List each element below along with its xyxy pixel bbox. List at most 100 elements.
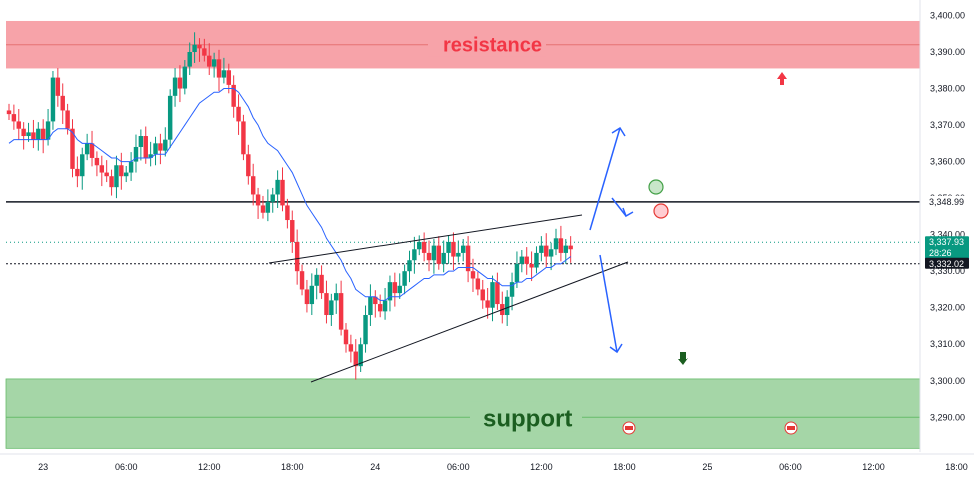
candle [407, 250, 412, 283]
candle [114, 155, 119, 199]
candle [250, 163, 256, 206]
candle [426, 240, 432, 272]
up-arrow-icon [777, 72, 787, 85]
x-tick-label: 18:00 [281, 462, 304, 472]
candle-body [436, 245, 442, 264]
candle [202, 38, 207, 62]
candle [123, 165, 129, 183]
candle-body [55, 77, 61, 96]
candle [392, 272, 398, 307]
candle [50, 71, 56, 130]
candle [353, 339, 358, 380]
candle [21, 122, 26, 150]
candle-body [109, 176, 114, 188]
projection-up-arrowhead [611, 126, 626, 137]
candle [319, 265, 324, 299]
candle-body [221, 70, 227, 78]
candle [314, 268, 319, 300]
candle [548, 242, 554, 271]
candle-body [539, 245, 544, 253]
candle-body [211, 59, 217, 67]
projection-down-line [599, 254, 618, 353]
candle [456, 240, 461, 263]
x-tick-label: 24 [370, 462, 380, 472]
candle-body [407, 260, 412, 272]
x-tick-label: 06:00 [779, 462, 802, 472]
dotted-level-tag-text: 3,332.02 [929, 259, 964, 269]
candle-body [114, 165, 119, 188]
candle [485, 287, 490, 319]
candle-body [153, 143, 158, 155]
candle [519, 249, 525, 273]
candle [133, 134, 139, 173]
candle-body [285, 205, 290, 221]
black-level-tag-text: 3,348.99 [929, 197, 964, 207]
candle [363, 305, 368, 353]
down-arrow-stem [680, 352, 686, 359]
candle [465, 236, 471, 283]
candle-body [133, 146, 139, 162]
candle-body [558, 238, 564, 253]
candle-body [16, 121, 21, 129]
overlay-layer [8, 72, 798, 435]
x-tick-label: 12:00 [198, 462, 221, 472]
candle-body [319, 274, 324, 294]
projection-up-line [589, 127, 621, 231]
candle-body [207, 55, 212, 67]
y-axis: 3,290.00 3,300.00 3,310.00 3,320.00 3,330.00… [919, 0, 965, 452]
candle [368, 284, 373, 326]
candle [55, 68, 61, 107]
candle [446, 235, 451, 264]
resistance-label: resistance [443, 35, 542, 57]
candle [524, 247, 529, 275]
candle [412, 236, 417, 274]
candle [534, 246, 539, 274]
candle-body [70, 128, 75, 169]
current-price-tag-bg [925, 236, 969, 259]
candle [568, 236, 573, 263]
candle [75, 156, 80, 188]
candle-body [402, 271, 407, 286]
candle-body [373, 296, 378, 305]
candle [373, 290, 378, 318]
candle-body [123, 172, 129, 177]
candle-body [465, 245, 471, 272]
candle-body [309, 285, 315, 305]
candle [104, 160, 109, 183]
candle-body [334, 293, 339, 301]
projection-down-arrowhead [609, 343, 623, 354]
candle-body [177, 77, 183, 89]
candle-body [94, 157, 100, 166]
candle-body [260, 205, 266, 213]
candle-body [182, 66, 188, 89]
candle-body [280, 179, 285, 206]
ema-line [8, 88, 571, 301]
candle [334, 283, 339, 314]
candle [377, 294, 383, 318]
candle-body [475, 278, 481, 290]
black-level-tag-bg [925, 195, 969, 207]
candle [397, 273, 402, 299]
candle-body [417, 241, 422, 250]
candle [163, 127, 168, 157]
candle-body [6, 110, 12, 115]
candle-body [460, 245, 466, 253]
candle [167, 89, 173, 149]
candle [475, 271, 481, 296]
candle-body [329, 300, 334, 316]
candle [119, 152, 124, 190]
candle [172, 68, 178, 107]
candle-body [421, 241, 427, 253]
candle-body [412, 249, 417, 261]
candle [290, 210, 295, 253]
y-tick-label: 3,400.00 [930, 10, 965, 20]
x-tick-label: 18:00 [945, 462, 968, 472]
dotted-level-tag-bg [925, 257, 969, 269]
candle [177, 65, 183, 103]
wedge-upper-trendline [268, 214, 583, 264]
candle-body [36, 128, 41, 140]
candles-layer [6, 32, 573, 380]
candle-body [382, 300, 388, 312]
green-circle-marker [648, 179, 664, 195]
